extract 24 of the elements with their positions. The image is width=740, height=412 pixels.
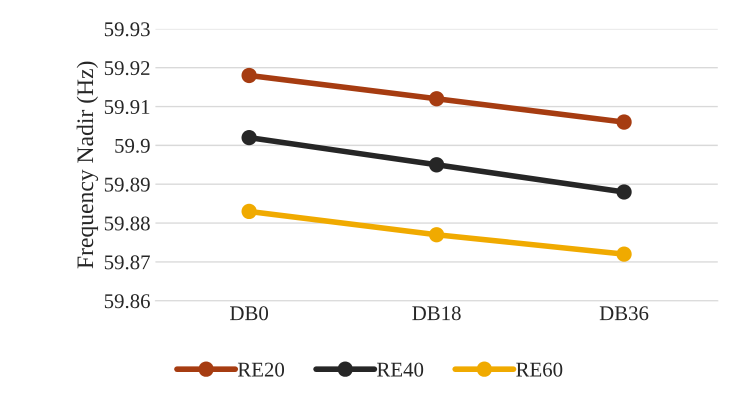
- point: [241, 68, 257, 84]
- y-tick-label: 59.91: [104, 100, 150, 114]
- point: [428, 157, 444, 172]
- legend-label: RE40: [377, 362, 424, 377]
- x-tick-label: DB0: [230, 306, 268, 320]
- point: [428, 227, 444, 242]
- y-tick-label: 59.89: [104, 178, 150, 192]
- legend-label: RE20: [238, 362, 284, 377]
- point: [616, 184, 632, 200]
- point: [616, 246, 632, 262]
- y-axis-title: Frequency Nadir (Hz): [76, 62, 98, 268]
- y-tick-label: 59.87: [104, 255, 150, 270]
- x-tick-label: DB36: [600, 306, 648, 320]
- point: [428, 91, 444, 106]
- x-tick-label: DB18: [412, 306, 461, 320]
- y-tick-label: 59.88: [104, 216, 150, 231]
- y-tick-label: 59.86: [104, 294, 150, 308]
- y-tick-label: 59.93: [104, 22, 150, 36]
- y-tick-label: 59.9: [115, 138, 150, 153]
- point: [241, 204, 257, 220]
- point: [616, 114, 632, 130]
- y-tick-label: 59.92: [104, 61, 150, 76]
- legend-label: RE60: [516, 362, 562, 377]
- point: [241, 130, 257, 146]
